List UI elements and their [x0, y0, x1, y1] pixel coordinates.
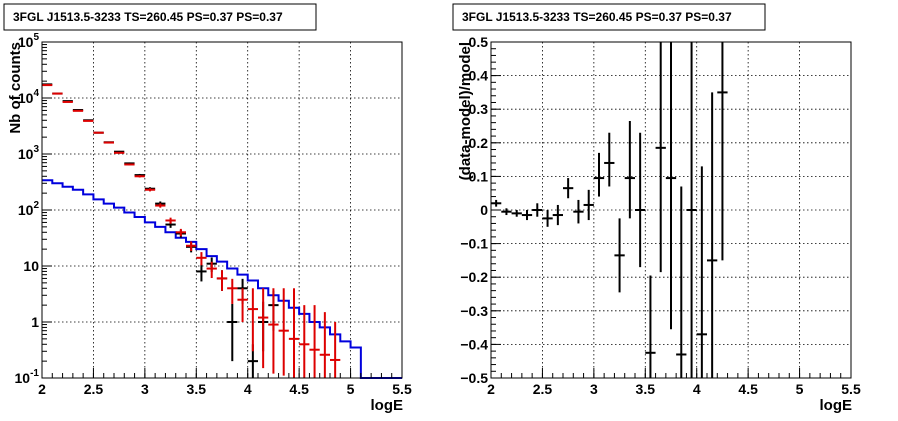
residual-title: 3FGL J1513.5-3233 TS=260.45 PS=0.37 PS=0…	[462, 10, 732, 24]
counts-model-histogram	[42, 179, 402, 379]
residual-panel: 2 2.5 3 3.5 4 4.5 5 5.5 −0.5 −0.4 −0.3 −0.2 −0.1 0 0.1…	[452, 3, 861, 414]
counts-x-tick-label: 4	[244, 381, 252, 397]
residual-y-tick-label: −0.5	[460, 370, 488, 386]
counts-x-axis-title: logE	[371, 397, 404, 414]
residual-data	[491, 42, 728, 378]
counts-ticks	[41, 41, 403, 379]
residual-ticks	[490, 41, 852, 379]
residual-x-tick-label: 2.5	[533, 381, 553, 397]
residual-title-box	[452, 3, 766, 31]
counts-x-tick-label: 5.5	[392, 381, 412, 397]
residual-x-tick-label: 3.5	[636, 381, 656, 397]
counts-y-tick-label: 105	[18, 32, 40, 50]
residual-x-tick-label: 5	[796, 381, 804, 397]
residual-x-tick-label: 2	[487, 381, 495, 397]
counts-title: 3FGL J1513.5-3233 TS=260.45 PS=0.37 PS=0…	[13, 10, 283, 24]
residual-tick-labels: 2 2.5 3 3.5 4 4.5 5 5.5 −0.5 −0.4 −0.3 −0.2 −0.1 0 0.1…	[460, 34, 861, 397]
counts-title-box	[3, 3, 317, 31]
counts-panel: 2 2.5 3 3.5 4 4.5 5 5.5 10-1 1 10 102 103 104 105 3FGL…	[3, 3, 412, 414]
counts-y-tick-label: 10-1	[15, 368, 40, 386]
residual-y-tick-label: −0.1	[460, 236, 488, 252]
residual-x-tick-label: 3	[590, 381, 598, 397]
residual-x-tick-label: 4	[693, 381, 701, 397]
residual-x-tick-label: 5.5	[841, 381, 861, 397]
residual-y-tick-label: 0	[480, 202, 488, 218]
counts-data	[42, 83, 402, 379]
residual-y-tick-label: 0.5	[469, 34, 489, 50]
residual-y-tick-label: −0.3	[460, 303, 488, 319]
residual-x-axis-title: logE	[820, 397, 853, 414]
residual-y-tick-label: 0.3	[469, 101, 489, 117]
residual-y-tick-label: 0.1	[469, 168, 489, 184]
counts-y-tick-label: 103	[18, 144, 40, 162]
counts-x-tick-label: 2.5	[84, 381, 104, 397]
counts-y-tick-label: 10	[23, 258, 39, 274]
counts-tick-labels: 2 2.5 3 3.5 4 4.5 5 5.5 10-1 1 10 102 103 104 105	[15, 32, 412, 397]
residual-y-tick-label: 0.2	[469, 135, 489, 151]
counts-x-tick-label: 3.5	[187, 381, 207, 397]
residual-y-axis-title: (data-model)/model	[457, 42, 474, 180]
residual-y-tick-label: 0.4	[469, 68, 489, 84]
counts-y-tick-label: 104	[18, 88, 40, 106]
counts-y-tick-label: 102	[18, 200, 40, 218]
residual-x-tick-label: 4.5	[738, 381, 758, 397]
residual-y-tick-label: −0.2	[460, 269, 488, 285]
counts-y-axis-title: Nb of counts	[7, 42, 24, 134]
counts-x-tick-label: 4.5	[289, 381, 309, 397]
counts-grid	[42, 42, 402, 378]
residual-y-tick-label: −0.4	[460, 336, 488, 352]
counts-x-tick-label: 5	[347, 381, 355, 397]
counts-x-tick-label: 3	[141, 381, 149, 397]
counts-y-tick-label: 1	[31, 314, 39, 330]
counts-x-tick-label: 2	[38, 381, 46, 397]
